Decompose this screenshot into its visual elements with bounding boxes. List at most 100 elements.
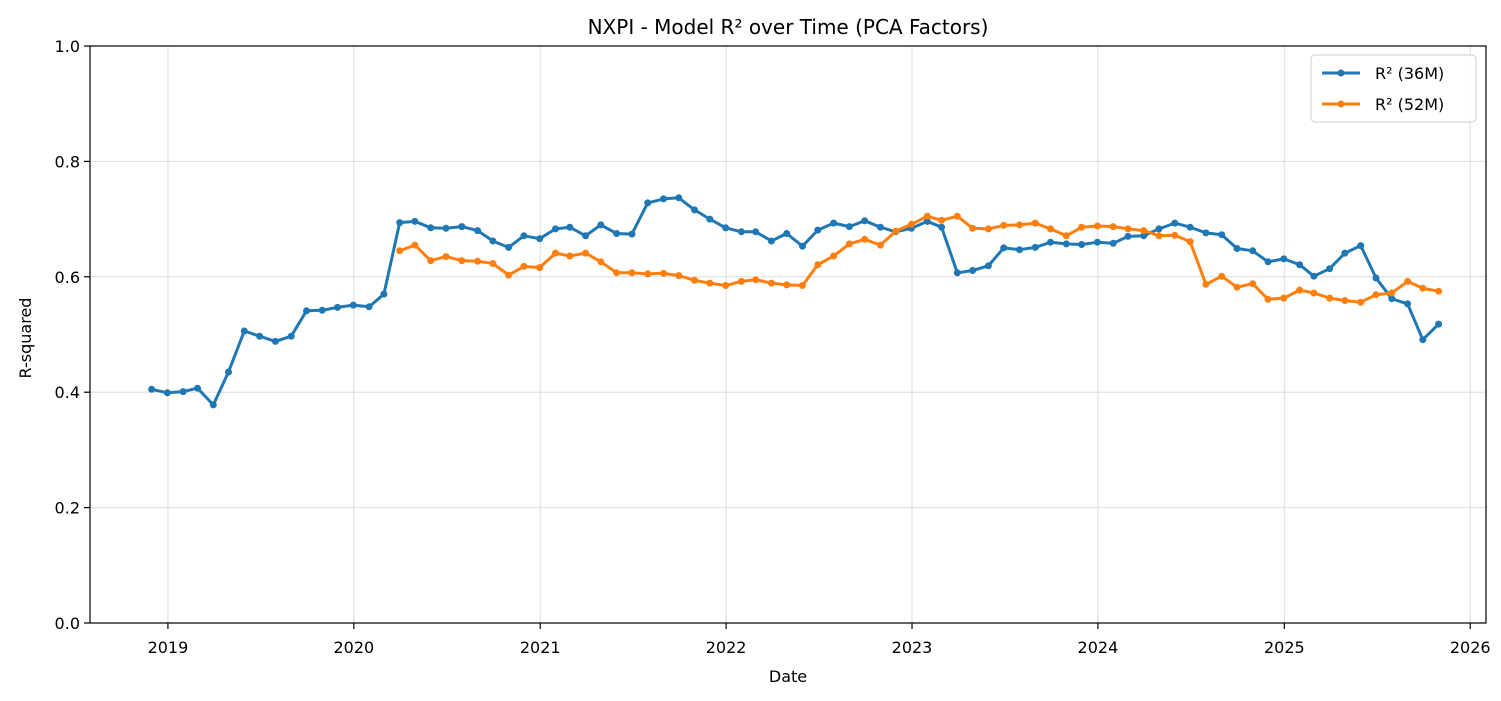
data-point — [1419, 284, 1427, 292]
data-point — [799, 282, 806, 289]
data-point — [1109, 223, 1117, 231]
data-point — [799, 242, 806, 250]
data-point — [783, 281, 791, 289]
data-point — [1326, 265, 1334, 273]
data-point — [1186, 238, 1194, 246]
data-point — [163, 389, 171, 397]
data-point — [1093, 238, 1101, 246]
x-tick-label: 2026 — [1450, 638, 1491, 657]
data-point — [179, 388, 187, 396]
data-point — [737, 277, 745, 285]
data-point — [628, 269, 636, 277]
data-point — [1062, 232, 1070, 240]
data-point — [1000, 244, 1008, 252]
data-point — [938, 216, 946, 224]
data-point — [427, 257, 435, 265]
x-axis: 2019 2020 2021 2022 2023 2024 2025 2026 — [148, 623, 1491, 657]
x-tick-label: 2025 — [1264, 638, 1305, 657]
data-point — [365, 303, 373, 311]
data-point — [1249, 280, 1257, 288]
data-point — [582, 232, 590, 240]
data-point — [613, 269, 621, 277]
data-point — [489, 260, 497, 267]
data-point — [876, 241, 884, 249]
data-point — [411, 241, 419, 249]
data-point — [458, 223, 466, 231]
data-point — [706, 279, 714, 287]
data-point — [1202, 280, 1210, 288]
data-point — [442, 224, 450, 232]
data-point — [845, 240, 853, 248]
data-point — [225, 368, 232, 376]
data-point — [194, 384, 201, 392]
data-point — [892, 227, 900, 235]
y-tick-label: 0.2 — [55, 499, 80, 518]
data-point — [691, 206, 698, 214]
data-point — [536, 264, 544, 272]
data-point — [613, 230, 621, 237]
data-point — [953, 212, 961, 220]
x-tick-label: 2020 — [333, 638, 374, 657]
data-point — [303, 307, 310, 315]
data-point — [1140, 227, 1148, 235]
data-point — [783, 230, 791, 237]
data-point — [1124, 225, 1132, 233]
data-point — [1016, 221, 1023, 229]
y-axis: 0.0 0.2 0.4 0.6 0.8 1.0 — [55, 37, 90, 633]
y-tick-label: 1.0 — [55, 37, 80, 56]
data-point — [737, 228, 745, 236]
data-point — [566, 223, 574, 231]
data-point — [474, 227, 482, 235]
data-point — [644, 199, 652, 207]
data-point — [1280, 255, 1288, 263]
data-point — [752, 276, 760, 284]
data-point — [1264, 295, 1272, 303]
data-point — [474, 257, 482, 265]
data-point — [380, 290, 388, 298]
data-point — [767, 279, 775, 287]
data-point — [953, 269, 961, 277]
data-point — [1264, 258, 1272, 266]
data-point — [520, 232, 528, 240]
data-point — [442, 253, 450, 261]
data-point — [1078, 223, 1086, 231]
data-point — [411, 217, 419, 225]
data-point — [628, 230, 636, 238]
data-point — [675, 194, 683, 202]
data-point — [722, 224, 730, 232]
y-axis-label: R-squared — [16, 298, 35, 379]
data-point — [1357, 242, 1365, 250]
data-point — [1124, 232, 1132, 240]
data-point — [845, 223, 853, 231]
data-point — [1093, 222, 1101, 230]
data-point — [1171, 219, 1179, 227]
x-tick-label: 2019 — [148, 638, 189, 657]
data-point — [148, 385, 156, 393]
y-tick-label: 0.0 — [55, 614, 80, 633]
data-point — [597, 221, 605, 229]
data-point — [1155, 225, 1163, 233]
data-point — [660, 195, 667, 203]
data-point — [1249, 247, 1257, 255]
data-point — [1404, 277, 1412, 285]
data-point — [396, 247, 404, 255]
y-tick-label: 0.8 — [55, 152, 80, 171]
x-tick-label: 2023 — [892, 638, 933, 657]
data-point — [660, 269, 667, 277]
data-point — [582, 249, 590, 257]
data-point — [505, 243, 513, 251]
data-point — [318, 306, 326, 314]
data-point — [396, 219, 404, 227]
data-point — [1310, 289, 1318, 297]
legend-label-52m: R² (52M) — [1375, 95, 1444, 114]
data-point — [1296, 286, 1304, 294]
data-point — [1218, 231, 1226, 239]
legend-label-36m: R² (36M) — [1375, 64, 1444, 83]
data-point — [1031, 219, 1039, 227]
data-point — [923, 212, 931, 220]
data-point — [675, 272, 683, 280]
data-point — [1435, 287, 1443, 295]
data-point — [752, 228, 760, 236]
